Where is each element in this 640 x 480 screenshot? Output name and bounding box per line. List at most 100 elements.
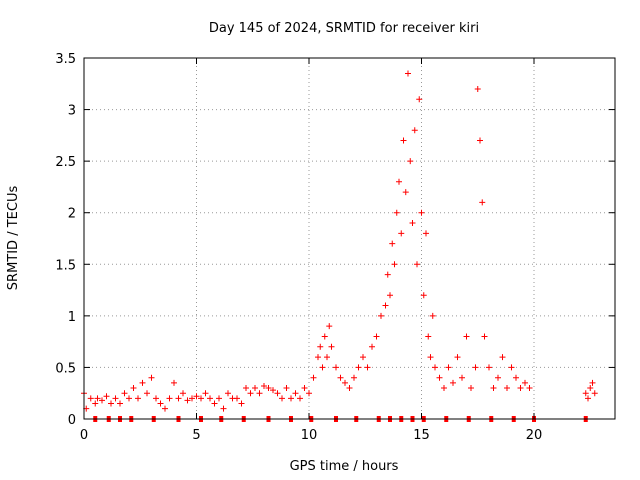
data-point <box>450 379 456 386</box>
data-point <box>425 333 432 340</box>
data-point <box>243 385 249 392</box>
data-point <box>479 199 486 206</box>
y-axis-label: SRMTID / TECUs <box>6 186 21 291</box>
data-point <box>247 390 254 397</box>
data-point <box>112 395 119 402</box>
data-point <box>393 209 400 216</box>
data-point <box>369 343 375 350</box>
data-point <box>481 333 488 340</box>
data-point <box>378 312 384 319</box>
data-point <box>207 395 213 402</box>
x-tick-label: 15 <box>413 428 430 443</box>
data-point <box>130 385 137 392</box>
data-point <box>211 400 218 407</box>
data-point <box>508 364 515 371</box>
data-point <box>402 189 409 196</box>
y-tick-label: 0.5 <box>55 361 76 376</box>
data-point <box>587 385 594 392</box>
data-point <box>360 354 366 361</box>
data-point <box>384 271 391 278</box>
data-point <box>324 354 330 361</box>
data-point <box>396 178 402 185</box>
axis-ticks: 0 5 10 15 20 0 0.5 1 1.5 2 2.5 3 3.5 <box>55 52 615 443</box>
data-point <box>585 395 591 402</box>
data-point <box>474 85 481 92</box>
data-point <box>270 387 276 394</box>
data-point <box>409 220 416 227</box>
data-point <box>411 127 418 134</box>
data-point <box>301 385 308 392</box>
data-point <box>279 395 285 402</box>
data-point <box>202 390 209 397</box>
data-point <box>180 390 186 397</box>
chart-title: Day 145 of 2024, SRMTID for receiver kir… <box>209 21 479 36</box>
data-point <box>459 374 465 381</box>
data-point <box>317 343 324 350</box>
data-point <box>387 292 393 299</box>
data-point <box>382 302 389 309</box>
data-point <box>144 390 150 397</box>
data-point <box>321 333 328 340</box>
data-point <box>234 395 240 402</box>
data-point <box>398 230 405 237</box>
data-point <box>94 395 101 402</box>
data-point <box>103 393 110 400</box>
data-point <box>157 400 164 407</box>
data-point <box>319 364 326 371</box>
y-tick-label: 2 <box>68 207 76 222</box>
data-point <box>391 261 398 268</box>
data-point <box>364 364 371 371</box>
data-point <box>175 395 182 402</box>
data-point <box>225 390 231 397</box>
data-point <box>288 395 294 402</box>
data-point <box>351 374 357 381</box>
y-tick-label: 0 <box>68 413 76 428</box>
data-point <box>292 390 299 397</box>
data-point <box>355 364 362 371</box>
data-point <box>121 390 128 397</box>
data-point <box>148 374 155 381</box>
data-point <box>92 400 99 407</box>
data-point <box>589 379 596 386</box>
y-tick-label: 3.5 <box>55 52 76 67</box>
data-point <box>216 395 222 402</box>
data-point <box>189 395 195 402</box>
data-point <box>591 390 598 397</box>
data-point <box>477 137 483 144</box>
data-point <box>486 364 492 371</box>
data-point <box>135 395 141 402</box>
data-points <box>81 70 598 412</box>
data-point <box>445 364 452 371</box>
data-point <box>184 397 191 404</box>
data-point <box>423 230 429 237</box>
data-point <box>407 158 414 165</box>
y-tick-label: 2.5 <box>55 155 76 170</box>
data-point <box>126 395 132 402</box>
data-point <box>333 364 339 371</box>
data-point <box>342 379 348 386</box>
data-point <box>468 385 474 392</box>
data-point <box>153 395 159 402</box>
data-point <box>418 209 425 216</box>
data-point <box>265 385 272 392</box>
x-tick-label: 20 <box>526 428 543 443</box>
data-point <box>297 395 303 402</box>
x-tick-label: 10 <box>301 428 318 443</box>
data-point <box>328 343 335 350</box>
data-point <box>522 379 528 386</box>
data-point <box>405 70 411 77</box>
data-point <box>432 364 438 371</box>
x-tick-label: 5 <box>192 428 200 443</box>
data-point <box>517 385 524 392</box>
data-point <box>499 354 506 361</box>
data-point <box>315 354 321 361</box>
data-point <box>490 385 497 392</box>
x-tick-label: 0 <box>80 428 88 443</box>
data-point <box>139 379 146 386</box>
data-point <box>454 354 461 361</box>
data-point <box>373 333 380 340</box>
data-point <box>526 385 533 392</box>
data-point <box>193 393 200 400</box>
data-point <box>166 395 173 402</box>
data-point <box>495 374 501 381</box>
